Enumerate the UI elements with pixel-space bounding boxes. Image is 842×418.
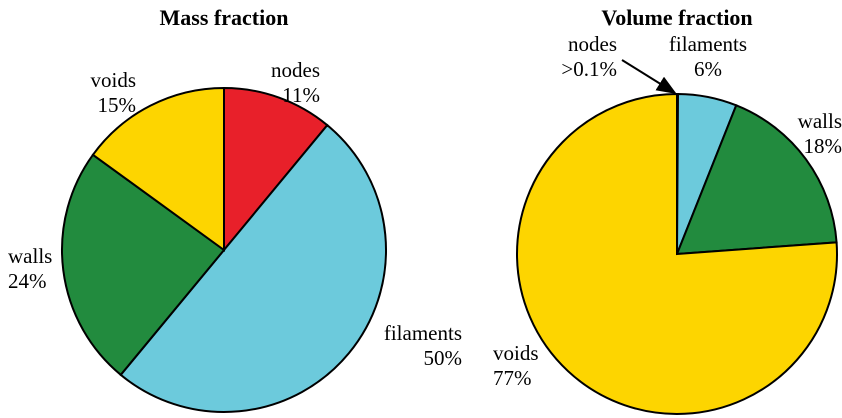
slice-label: filaments [384, 321, 462, 345]
pointer-arrow [621, 59, 677, 95]
slice-label: voids [90, 68, 136, 92]
chart-title: Volume fraction [601, 5, 752, 30]
slice-label: nodes [568, 32, 617, 56]
slice-value-label: 11% [282, 83, 320, 107]
pie-slice [119, 123, 387, 413]
pie-slice [223, 86, 329, 253]
pie-slice [675, 104, 838, 256]
pie-slice [91, 86, 225, 252]
slice-label: voids [493, 341, 539, 365]
slice-value-label: 6% [694, 57, 722, 81]
slice-value-label: 77% [493, 366, 532, 390]
slice-value-label: 50% [424, 346, 463, 370]
slice-value-label: 15% [98, 93, 137, 117]
slice-value-label: 18% [804, 134, 842, 158]
slice-label: nodes [271, 58, 320, 82]
slice-value-label: >0.1% [561, 57, 617, 81]
slice-value-label: 24% [8, 269, 47, 293]
chart-title: Mass fraction [160, 5, 289, 30]
pie-slice [61, 153, 226, 377]
pie-slice [516, 92, 838, 415]
slice-label: walls [8, 244, 52, 268]
slice-label: walls [798, 109, 842, 133]
slice-label: filaments [669, 32, 747, 56]
